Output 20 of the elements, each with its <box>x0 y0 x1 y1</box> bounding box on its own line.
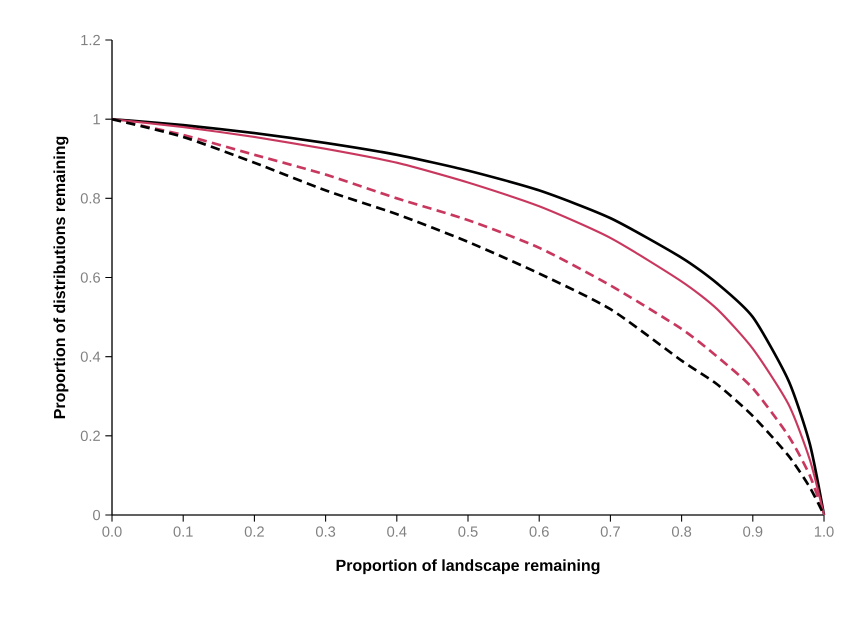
x-tick-label: 0.7 <box>600 526 620 537</box>
x-tick-label: 0.8 <box>672 526 692 537</box>
y-tick-label: 0 <box>93 510 100 520</box>
x-tick-label: 0.4 <box>387 526 407 537</box>
y-tick-label: 0.6 <box>80 272 100 283</box>
y-tick-label: 0.2 <box>80 430 100 442</box>
y-tick-label: 1.2 <box>81 34 100 46</box>
y-tick-label: 0.8 <box>80 193 100 204</box>
x-tick-label: 0.1 <box>174 526 193 537</box>
x-tick-label: 0.0 <box>102 526 122 537</box>
x-tick-label: 0.5 <box>458 526 478 537</box>
y-tick-label: 0.4 <box>80 351 100 362</box>
x-tick-label: 0.9 <box>743 526 762 537</box>
y-tick-label: 1 <box>94 114 100 124</box>
x-tick-label: 1.0 <box>814 526 834 537</box>
x-tick-label: 0.3 <box>316 526 336 537</box>
x-axis-title: Proportion of landscape remaining <box>336 559 600 574</box>
x-tick-label: 0.2 <box>244 526 264 537</box>
y-axis-title: Proportion of distributions remaining <box>53 136 68 418</box>
x-tick-label: 0.6 <box>530 526 549 537</box>
